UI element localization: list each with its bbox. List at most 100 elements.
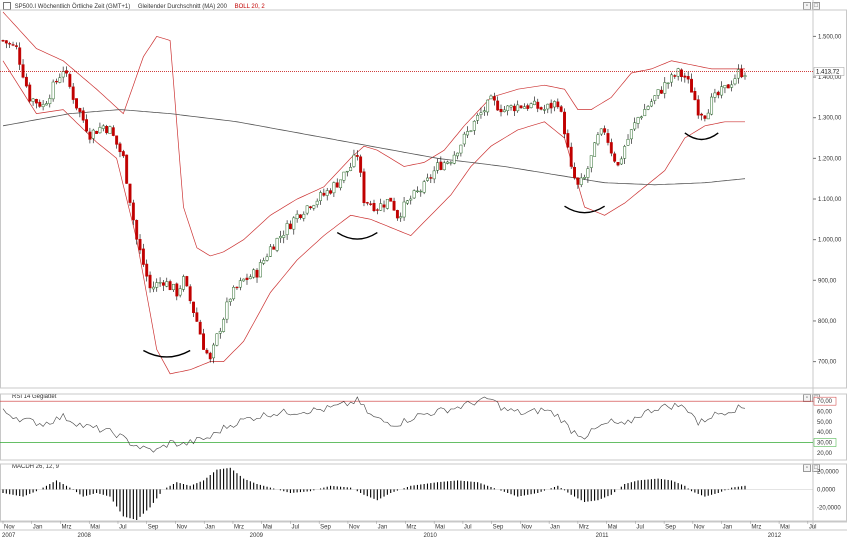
candle-up — [422, 181, 426, 193]
candle-down — [740, 68, 744, 78]
year-label: 2007 — [2, 533, 16, 538]
candle-down — [14, 45, 18, 47]
candle-up — [502, 109, 506, 113]
candle-down — [369, 203, 373, 205]
candle-up — [352, 154, 356, 167]
candle-up — [676, 68, 680, 77]
candle-up — [653, 95, 657, 101]
candle-down — [175, 283, 179, 297]
candle-up — [31, 98, 35, 102]
candle-up — [275, 238, 279, 251]
candle-up — [232, 286, 236, 300]
month-label: Sep — [493, 525, 504, 531]
candle-down — [208, 352, 212, 360]
candle-down — [131, 202, 135, 221]
rsi-tick-label: 40,00 — [817, 430, 833, 436]
month-label: Jul — [291, 525, 299, 531]
candle-up — [349, 167, 353, 171]
y-tick-label: 1.200,00 — [818, 156, 842, 162]
candle-up — [730, 84, 734, 88]
rsi-pane-frame — [0, 393, 847, 461]
candle-up — [419, 190, 423, 193]
candle-up — [670, 74, 673, 83]
candle-down — [11, 44, 15, 46]
candle-down — [198, 321, 202, 335]
boll-label[interactable]: BOLL 20, 2 — [234, 3, 265, 10]
candle-up — [459, 144, 463, 154]
macd-label[interactable]: MACDH 26, 12, 9 — [12, 464, 60, 470]
symbol-label[interactable]: SP500.I Wöchentlich Örtliche Zeit (GMT+1… — [14, 3, 131, 10]
month-label: Nov — [694, 525, 705, 531]
rsi-pane-header: RSI 14 Geglättet — [12, 394, 62, 404]
candle-down — [118, 143, 122, 153]
rsi-upper-badge — [813, 396, 837, 406]
candle-up — [706, 112, 710, 120]
candle-down — [88, 131, 92, 140]
candle-down — [138, 239, 142, 251]
candle-down — [245, 277, 249, 280]
macd-pane-frame — [0, 463, 847, 523]
last-price-box — [813, 67, 845, 76]
candle-up — [449, 162, 453, 164]
bottom-annotation-arc — [684, 132, 719, 141]
month-label: Mrz — [234, 525, 244, 531]
candle-down — [576, 177, 580, 185]
candle-up — [265, 256, 269, 261]
candle-up — [319, 192, 322, 201]
candle-down — [365, 202, 369, 204]
candle-down — [359, 156, 363, 173]
candle-up — [252, 269, 256, 278]
candle-up — [332, 182, 336, 194]
candle-down — [439, 161, 443, 170]
candle-up — [586, 168, 590, 178]
candle-up — [302, 213, 306, 219]
candle-up — [342, 171, 346, 181]
y-tick-label: 1.500,00 — [818, 34, 842, 40]
month-label: Mai — [608, 525, 618, 531]
candle-down — [673, 75, 677, 77]
candle-down — [392, 200, 396, 211]
candle-up — [172, 283, 175, 291]
candle-down — [726, 84, 730, 89]
candle-down — [85, 119, 89, 132]
month-label: Mrz — [751, 525, 761, 531]
candle-up — [710, 96, 714, 115]
candle-down — [161, 282, 165, 286]
candle-down — [556, 101, 560, 108]
candle-up — [509, 105, 513, 108]
candle-up — [45, 103, 48, 106]
candle-down — [288, 223, 292, 230]
candle-down — [65, 70, 68, 74]
candle-down — [686, 76, 690, 80]
candle-up — [532, 100, 536, 105]
candle-down — [1, 40, 5, 42]
macd-histogram — [2, 467, 746, 520]
month-label: Mai — [435, 525, 445, 531]
candle-down — [299, 214, 302, 219]
candle-down — [309, 206, 312, 209]
candle-down — [115, 135, 119, 145]
candle-down — [141, 248, 145, 265]
candle-up — [442, 162, 446, 171]
candle-up — [51, 81, 55, 100]
candle-down — [603, 128, 607, 133]
candle-down — [24, 76, 28, 87]
candle-up — [583, 177, 587, 179]
candle-down — [195, 312, 199, 322]
month-label: Jan — [33, 525, 43, 531]
candle-up — [663, 82, 667, 94]
month-label: Nov — [176, 525, 187, 531]
ma-label[interactable]: Gleitender Durchschnitt (MA) 200 — [137, 3, 227, 10]
candle-up — [736, 69, 740, 79]
rsi-label[interactable]: RSI 14 Geglättet — [12, 394, 57, 400]
year-label: 2012 — [768, 533, 782, 538]
candle-up — [743, 75, 747, 77]
candle-up — [228, 298, 232, 302]
candle-up — [649, 101, 653, 107]
y-tick-label: 1.400,00 — [818, 75, 842, 81]
month-label: Sep — [148, 525, 159, 531]
candle-up — [292, 217, 296, 230]
candle-up — [258, 262, 262, 278]
candle-up — [405, 200, 409, 204]
